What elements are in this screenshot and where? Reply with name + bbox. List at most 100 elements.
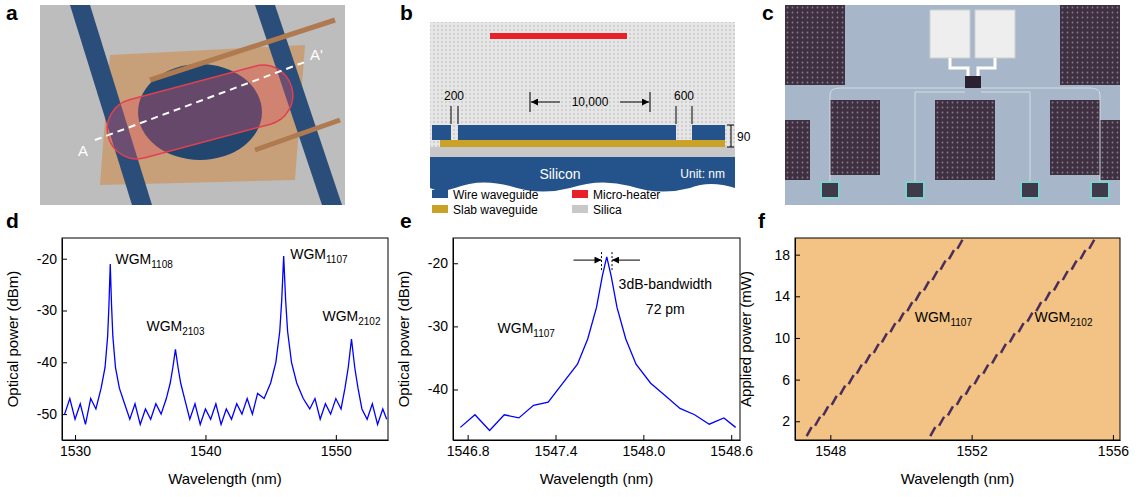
axis-line [62,239,63,441]
tick: 6 [782,372,800,388]
contact-pad [1050,100,1100,175]
tick: -50 [37,406,67,422]
annotation-text: WGM [1034,309,1070,325]
plot-area [460,252,735,430]
tick: 14 [774,288,800,304]
panel-letter: f [758,209,766,232]
background [40,5,345,205]
annotation: 3dB-bandwidth [619,276,712,292]
tick: 1547.4 [535,435,578,459]
plot-frame [453,238,740,440]
annotation: WGM2102 [1034,309,1092,328]
tick-mark [205,435,206,440]
waveguide-trace [830,88,1100,190]
resonance-dash [857,365,862,374]
annotation-text: WGM [116,251,152,267]
figure: aAA'b20010,00060090SiliconUnit: nmWire w… [0,0,1141,497]
axis-line [795,239,796,441]
resonance-dash [1089,240,1094,249]
tick: 1548.6 [710,435,753,459]
tick-label: 1546.8 [447,443,490,459]
annotation-subscript: 2102 [1070,317,1093,328]
dimension-label: 200 [444,89,464,103]
device [965,76,981,88]
tick-label: 6 [782,372,790,388]
plot-area [807,240,1095,436]
tick-mark [62,414,67,415]
annotation-text: WGM [146,318,182,334]
dimension-label: 90 [737,130,751,144]
axis: 26101418 [774,239,800,441]
legend-label: Micro-heater [593,188,660,202]
plot-background [62,238,388,440]
tick-label: 1556 [1098,443,1129,459]
resonance-dash [807,427,812,436]
contact-pad [830,100,880,175]
annotation-text: WGM [498,320,534,336]
axis: 153015401550 [60,435,389,459]
axis: -50-40-30-20 [37,239,67,441]
tick-label: 1548 [815,443,846,459]
tick-mark [795,338,800,339]
legend-swatch [432,190,448,198]
tick-label: 18 [774,247,790,263]
bandwidth-edge [601,252,602,270]
tick-label: 1548.0 [622,443,665,459]
annotations: WGM 1107 WGM2102 [915,309,1093,328]
tick-label: 14 [774,288,790,304]
resonance-dash [832,396,837,405]
tick-label: 10 [774,330,790,346]
tick-label: -40 [428,381,448,397]
annotations: WGM11073dB-bandwidth72 pm [498,276,712,339]
plot-background [453,238,740,440]
resonance-dash [1045,292,1050,301]
annotation: 72 pm [646,301,685,317]
micrograph-background [785,5,1120,205]
grating-coupler [821,182,839,198]
tick-label: -20 [428,255,448,271]
grating-coupler [906,182,924,198]
plot-frame [62,238,388,440]
tick: 1530 [60,435,91,459]
bandwidth-edge [612,252,613,270]
y-axis-title: Applied power (mW) [737,271,754,407]
slab-waveguide [440,140,725,147]
tick-mark [453,390,458,391]
tick-mark [75,435,76,440]
tick-mark [62,362,67,363]
annotation: WGM2102 [322,308,380,327]
unit-label: Unit: nm [680,167,725,181]
tick-mark [1113,435,1114,440]
resonance-dash [907,302,912,311]
section-line [95,62,305,140]
tick-mark [336,435,337,440]
silicon-substrate [430,157,735,192]
annotation-subscript: 1107 [950,317,972,328]
resonance-dash [840,386,845,395]
tick: 1548.0 [622,435,665,459]
tick-label: 1550 [321,443,352,459]
tick-label: 1530 [60,443,91,459]
legend-label: Wire waveguide [453,188,539,202]
resonance-dash [1063,271,1068,280]
dimension-tick [731,125,732,147]
grating-coupler [1091,182,1109,198]
plot-background [795,238,1120,440]
y-axis-title: Optical power (dBm) [4,271,21,408]
annotation-subscript: 1108 [151,259,173,270]
dimension-tick [692,106,693,124]
tick: 10 [774,330,800,346]
tick: -30 [37,302,67,318]
substrate-label: Silicon [539,166,580,182]
tick: 1556 [1098,435,1129,459]
chart: 1546.81547.41548.01548.6-40-30-20Wavelen… [395,238,753,487]
legend-swatch [572,205,588,213]
axis: 1546.8 1547.4 1548.0 1548.6 [447,435,754,459]
annotation-subscript: 1107 [326,254,348,265]
chart: 15481552155626101418Wavelength (nm)Appli… [737,238,1129,487]
tick-mark [62,311,67,312]
panel-a: AA' [40,5,345,205]
tick-mark [643,435,644,440]
micro-heater [490,33,627,39]
dimension-arrow [531,102,560,103]
